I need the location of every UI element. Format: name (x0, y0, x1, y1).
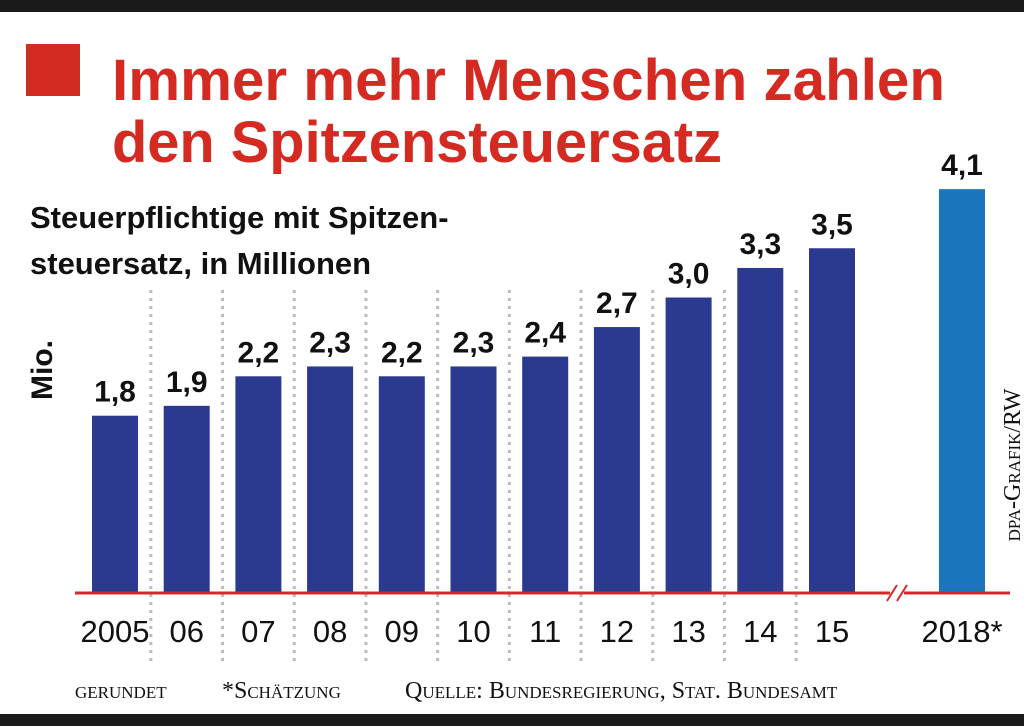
x-tick-label: 2005 (81, 614, 150, 649)
bar (378, 376, 425, 593)
x-tick-label: 11 (529, 614, 561, 649)
subtitle: steuersatz, in Millionen (30, 246, 371, 281)
x-tick-label: 14 (743, 614, 777, 649)
subtitle: Steuerpflichtige mit Spitzen- (30, 200, 449, 235)
bar (307, 366, 354, 593)
chart-title: den Spitzensteuersatz (112, 110, 722, 175)
x-tick-label: 13 (671, 614, 705, 649)
bar (809, 248, 855, 593)
bottom-bar (0, 714, 1024, 726)
value-label: 2,2 (238, 336, 280, 369)
value-label: 3,0 (668, 258, 710, 291)
bar (737, 267, 784, 593)
x-tick-label: 07 (241, 614, 275, 649)
x-tick-label: 12 (600, 614, 634, 649)
x-tick-label: 15 (815, 614, 849, 649)
value-label: 4,1 (941, 149, 983, 182)
x-tick-label: 10 (456, 614, 490, 649)
title-marker (26, 44, 80, 96)
bar (593, 327, 640, 593)
note: Quelle: Bundesregierung, Stat. Bundesamt (405, 678, 838, 704)
bar (235, 376, 282, 593)
value-label: 3,5 (811, 208, 853, 241)
value-label: 2,2 (381, 336, 423, 369)
value-label: 2,3 (453, 326, 495, 359)
bar (665, 297, 712, 593)
value-label: 1,8 (94, 376, 136, 409)
bar (163, 405, 210, 593)
bar (92, 415, 138, 593)
bar (450, 366, 497, 593)
chart-title: Immer mehr Menschen zahlen (112, 48, 945, 113)
axis-break (886, 584, 898, 602)
x-tick-label: 09 (385, 614, 419, 649)
value-label: 3,3 (739, 228, 781, 261)
value-label: 2,3 (309, 326, 351, 359)
x-tick-label: 08 (313, 614, 347, 649)
x-tick-label: 2018* (921, 614, 1002, 649)
x-tick-label: 06 (169, 614, 203, 649)
note: *Schätzung (222, 678, 341, 704)
value-label: 2,7 (596, 287, 638, 320)
axis-break (896, 584, 908, 602)
value-label: 2,4 (524, 317, 566, 350)
y-axis-label: Mio. (26, 340, 59, 400)
top-bar (0, 0, 1024, 12)
credit: dpa-Grafik/RW (1000, 388, 1024, 541)
bar (939, 189, 985, 593)
note: gerundet (75, 678, 167, 704)
bar (522, 356, 569, 593)
value-label: 1,9 (166, 366, 208, 399)
